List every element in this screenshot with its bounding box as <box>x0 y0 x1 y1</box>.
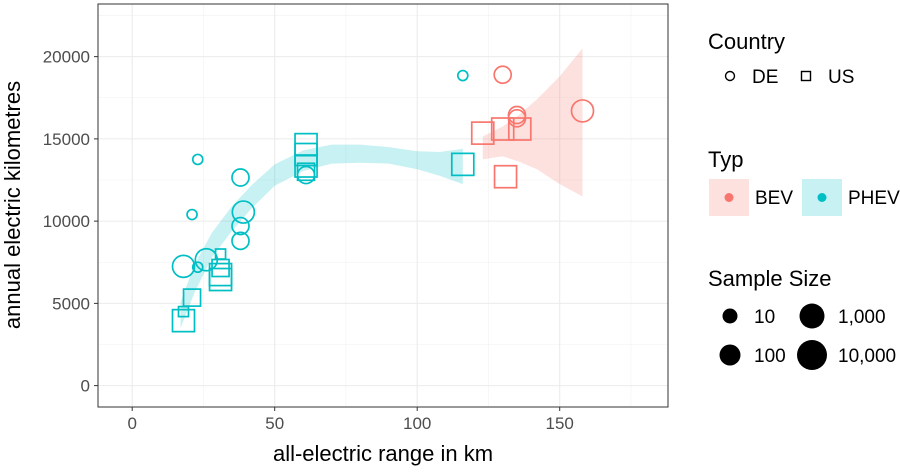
data-point-phev-de <box>456 69 469 82</box>
data-point-phev-us <box>208 267 233 292</box>
legend-size-label: 10,000 <box>838 346 896 367</box>
x-axis-title: all-electric range in km <box>273 441 493 466</box>
legend-country-title: Country <box>708 29 785 54</box>
legend-size-label: 1,000 <box>838 307 886 328</box>
data-point-phev-de <box>231 231 250 251</box>
data-point-phev-us <box>294 154 318 178</box>
legend-typ-label: PHEV <box>848 188 900 209</box>
y-axis-title: annual electric kilometres <box>0 81 25 329</box>
data-point-bev-us <box>470 121 495 145</box>
grid-lines <box>98 4 668 407</box>
legend: Country Typ Sample Size DE US BEV PHEV 10 100… <box>708 29 900 370</box>
legend-country-label: DE <box>752 67 778 88</box>
data-point-phev-de <box>191 153 204 166</box>
legend-size-label: 10 <box>754 307 775 328</box>
data-point-phev-de <box>171 254 196 279</box>
y-tick-label: 20000 <box>43 48 90 67</box>
legend-key-square-icon <box>800 70 812 82</box>
plot-panel-border <box>97 3 669 408</box>
plot-background <box>98 4 668 407</box>
legend-size-key-icon <box>722 308 738 324</box>
legend-key-dot-bev <box>724 193 734 202</box>
data-point-bev-de <box>570 99 595 123</box>
y-tick-label: 0 <box>81 377 90 396</box>
legend-key-dot-phev <box>817 193 827 202</box>
x-tick-label: 100 <box>403 414 431 433</box>
data-point-phev-us <box>182 288 202 307</box>
smooth-bands <box>180 48 583 328</box>
data-points <box>171 65 595 333</box>
y-tick-label: 10000 <box>43 212 90 231</box>
legend-country-label: US <box>828 67 854 88</box>
y-tick-label: 15000 <box>43 130 90 149</box>
legend-typ-title: Typ <box>708 147 743 172</box>
legend-size-key-icon <box>797 340 827 370</box>
axes: 0 50 100 150 0 5000 10000 15000 20000 <box>43 48 574 433</box>
legend-size-key-icon <box>719 344 741 366</box>
legend-size-label: 100 <box>754 346 786 367</box>
legend-size-title: Sample Size <box>708 266 832 291</box>
data-point-phev-us <box>296 162 316 182</box>
legend-typ-label: BEV <box>755 188 793 209</box>
x-tick-label: 50 <box>265 414 284 433</box>
data-point-phev-de <box>231 168 250 187</box>
data-point-phev-de <box>231 200 256 224</box>
data-point-phev-de <box>231 216 250 236</box>
data-point-phev-de <box>191 261 204 274</box>
data-point-phev-de <box>186 208 198 221</box>
x-tick-label: 150 <box>546 414 574 433</box>
data-point-bev-us <box>507 117 532 141</box>
data-point-bev-us <box>493 164 518 189</box>
smooth-band-phev <box>180 144 463 328</box>
data-point-phev-us <box>171 308 196 333</box>
legend-key-circle-icon <box>724 70 736 82</box>
data-point-bev-de <box>493 65 513 85</box>
legend-size-key-icon <box>799 303 825 329</box>
y-tick-label: 5000 <box>52 294 90 313</box>
data-point-bev-us <box>490 117 515 141</box>
smooth-band-bev <box>482 48 583 197</box>
data-point-phev-us <box>450 152 475 177</box>
x-tick-label: 0 <box>127 414 136 433</box>
